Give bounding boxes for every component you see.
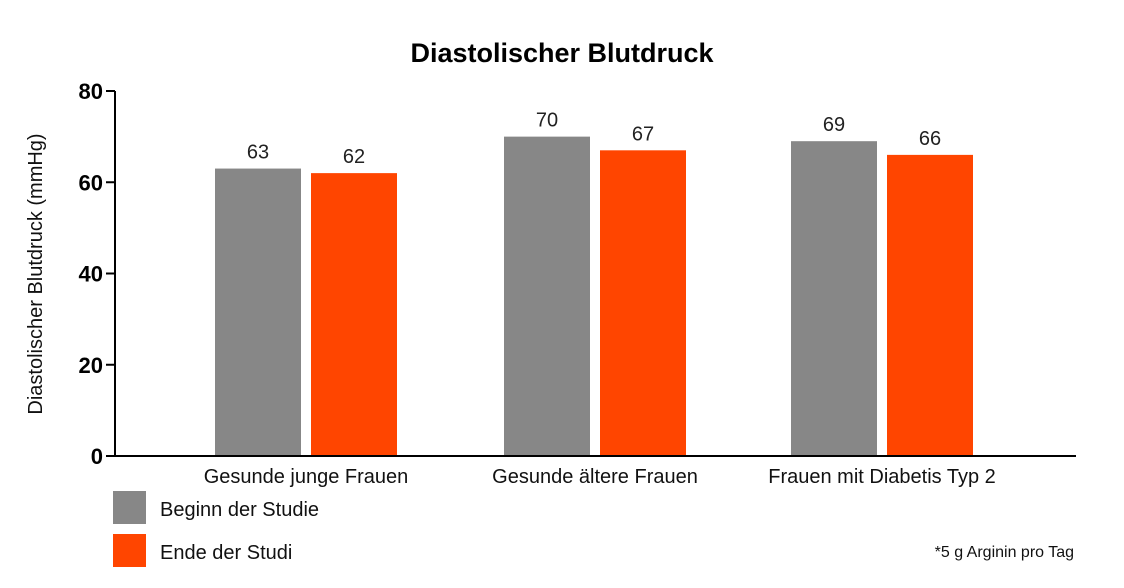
bar-value-label: 67 — [632, 123, 654, 145]
bar — [887, 154, 973, 456]
y-tick-label: 40 — [79, 262, 103, 287]
bar-value-label: 69 — [823, 114, 845, 136]
y-tick-label: 80 — [79, 79, 103, 104]
footnote: *5 g Arginin pro Tag — [935, 544, 1074, 561]
bar-value-label: 70 — [536, 110, 558, 132]
x-tick-label: Frauen mit Diabetis Typ 2 — [768, 466, 996, 488]
bar — [600, 150, 686, 456]
bars-group — [215, 136, 973, 456]
bar — [311, 173, 397, 456]
data-labels-group: 63 62 70 67 69 66 — [247, 110, 941, 169]
y-tick-label: 60 — [79, 170, 103, 195]
bar — [791, 141, 877, 456]
y-tick-label: 20 — [79, 353, 103, 378]
bar-value-label: 62 — [343, 146, 365, 168]
legend-label: Ende der Studi — [160, 542, 292, 564]
chart-title: Diastolischer Blutdruck — [410, 38, 714, 68]
x-tick-label: Gesunde junge Frauen — [204, 466, 409, 488]
y-tick-label: 0 — [91, 444, 103, 469]
legend-label: Beginn der Studie — [160, 499, 319, 521]
legend: Beginn der Studie Ende der Studi — [113, 491, 319, 567]
bar-value-label: 66 — [919, 128, 941, 150]
y-axis: 0 20 40 60 80 — [79, 79, 115, 469]
legend-swatch — [113, 534, 146, 567]
bar — [504, 136, 590, 456]
bar — [215, 168, 301, 456]
legend-swatch — [113, 491, 146, 524]
x-axis-tick-labels: Gesunde junge Frauen Gesunde ältere Fraue… — [204, 466, 996, 488]
x-tick-label: Gesunde ältere Frauen — [492, 466, 698, 488]
y-axis-label: Diastolischer Blutdruck (mmHg) — [25, 133, 47, 414]
bar-value-label: 63 — [247, 142, 269, 164]
